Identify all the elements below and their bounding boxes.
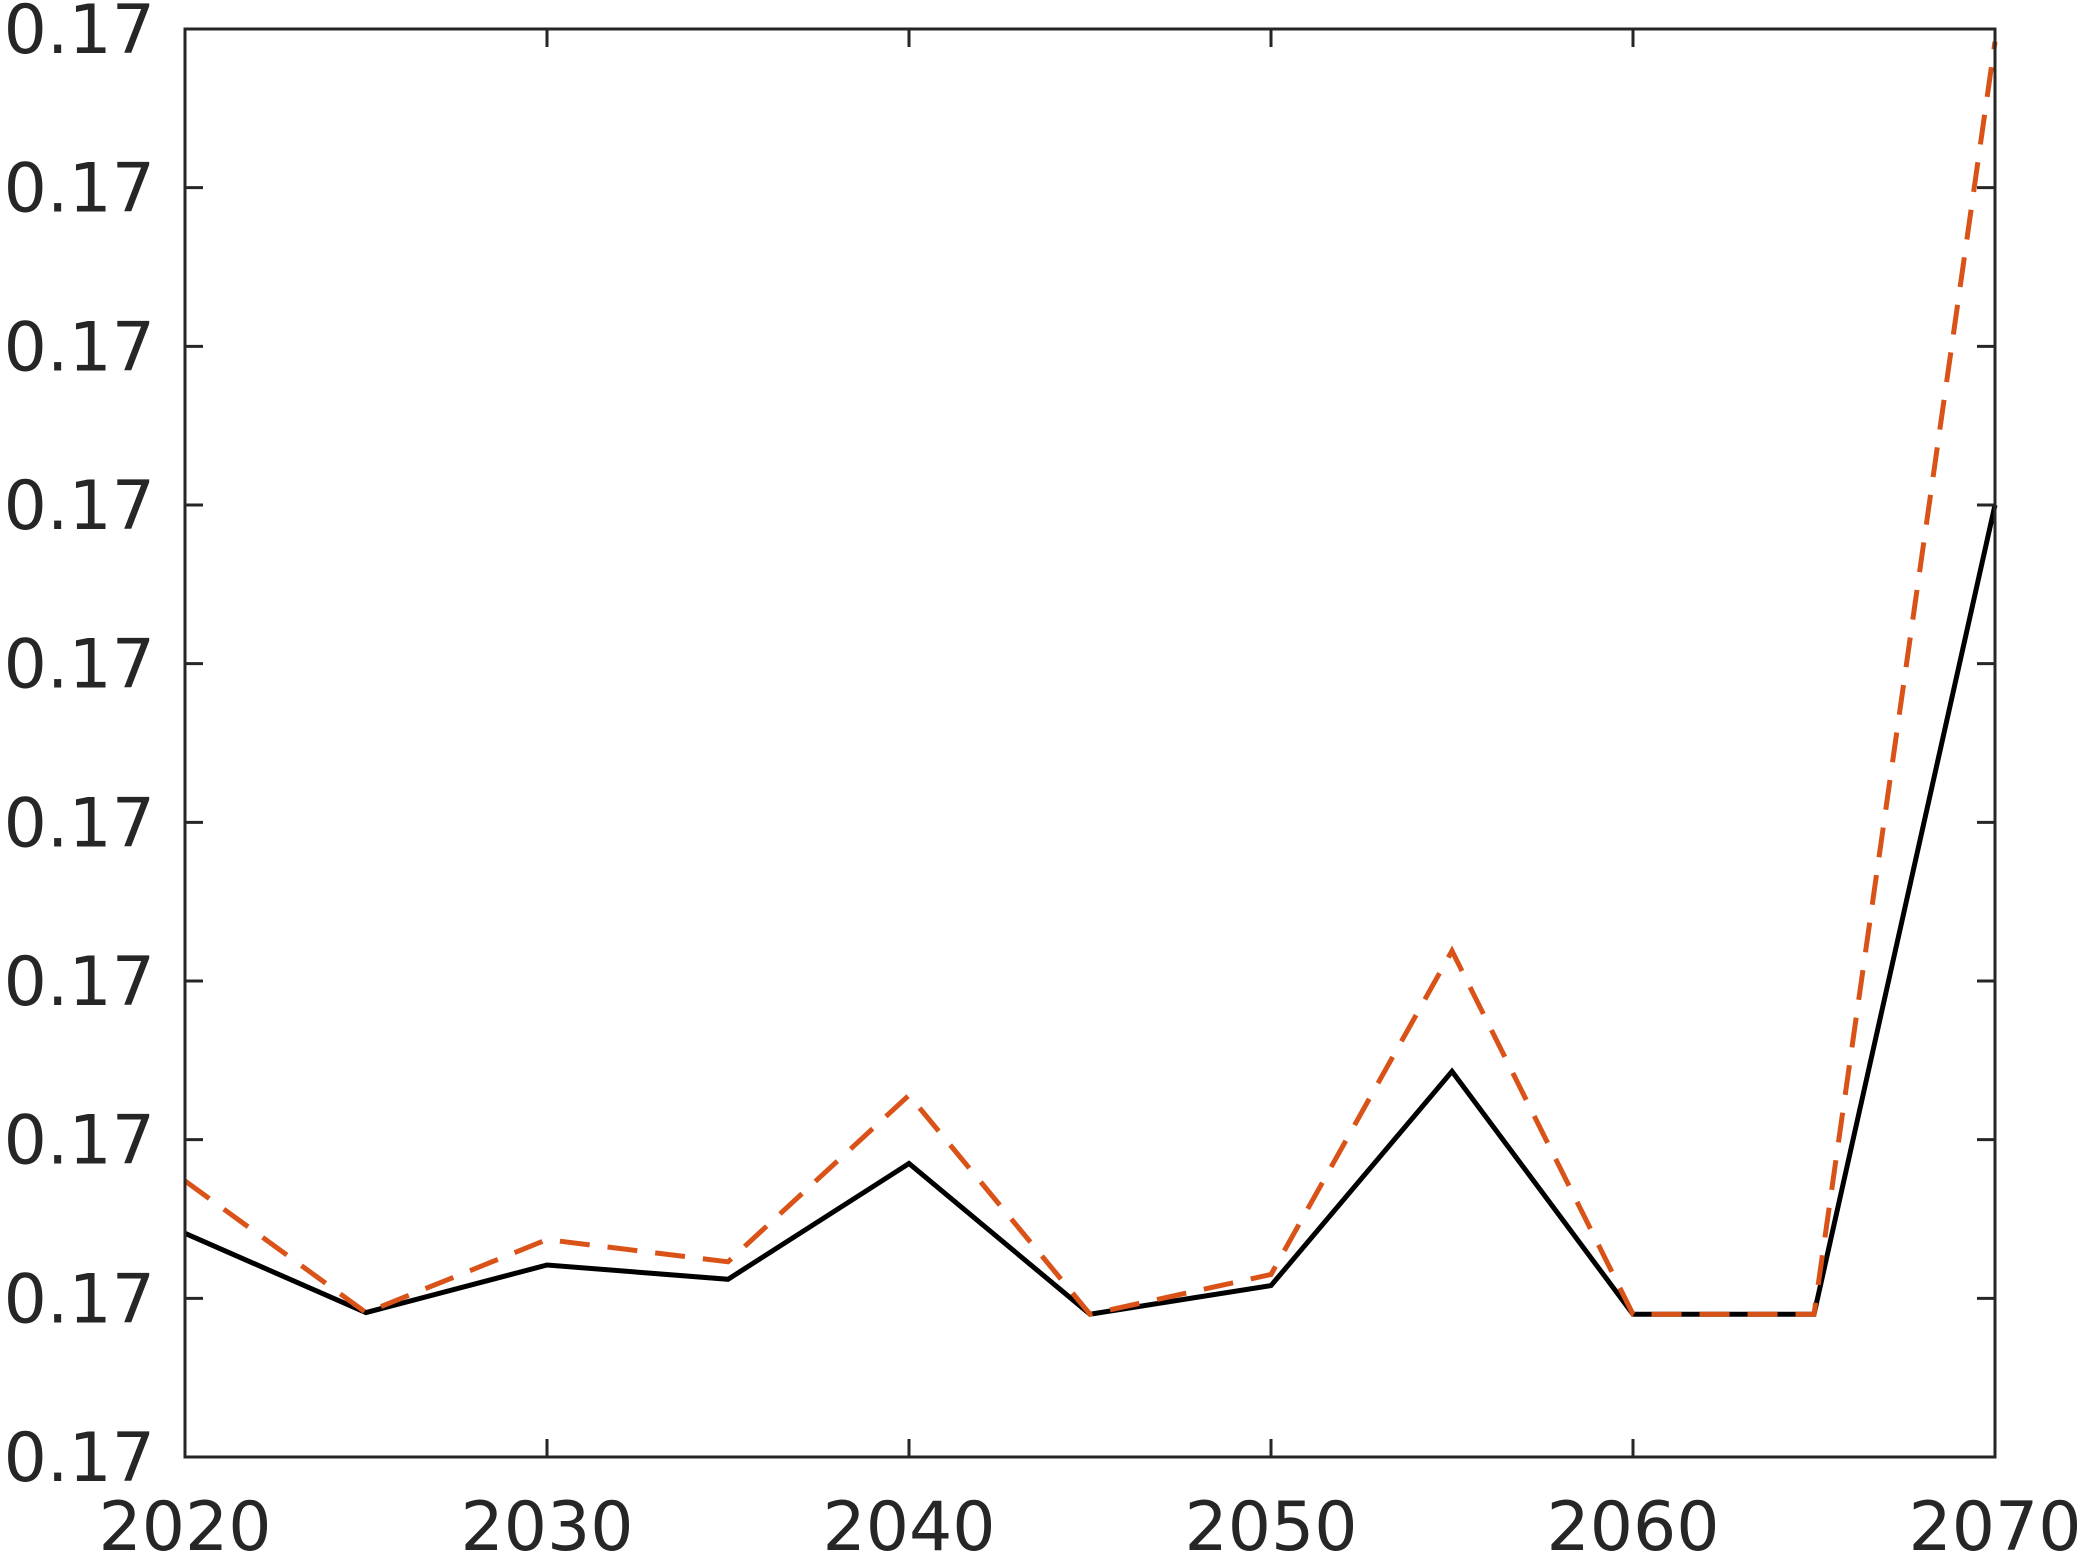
y-tick-label: 0.17	[4, 308, 155, 387]
y-tick-label: 0.17	[4, 1419, 155, 1498]
x-tick-label: 2060	[1546, 1488, 1719, 1554]
y-tick-label: 0.17	[4, 1260, 155, 1339]
x-tick-label: 2070	[1908, 1488, 2081, 1554]
x-tick-label: 2040	[822, 1488, 995, 1554]
y-tick-label: 0.17	[4, 150, 155, 229]
y-tick-label: 0.17	[4, 1102, 155, 1181]
x-tick-label: 2020	[98, 1488, 271, 1554]
y-tick-label: 0.17	[4, 784, 155, 863]
y-tick-label: 0.17	[4, 467, 155, 546]
y-tick-label: 0.17	[4, 626, 155, 705]
plot-frame	[183, 27, 1997, 1459]
y-tick-label: 0.17	[4, 943, 155, 1022]
x-tick-label: 2030	[460, 1488, 633, 1554]
y-tick-label: 0.17	[4, 0, 155, 70]
series-layer	[183, 41, 1998, 1317]
x-tick-label: 2050	[1184, 1488, 1357, 1554]
plot-area	[185, 29, 1995, 1457]
series-line-2	[183, 41, 1998, 1317]
labels-layer: 2020 2030 2040 2050 2060 2070 0.17 0.17 0.17 0.17…	[4, 0, 2082, 1554]
